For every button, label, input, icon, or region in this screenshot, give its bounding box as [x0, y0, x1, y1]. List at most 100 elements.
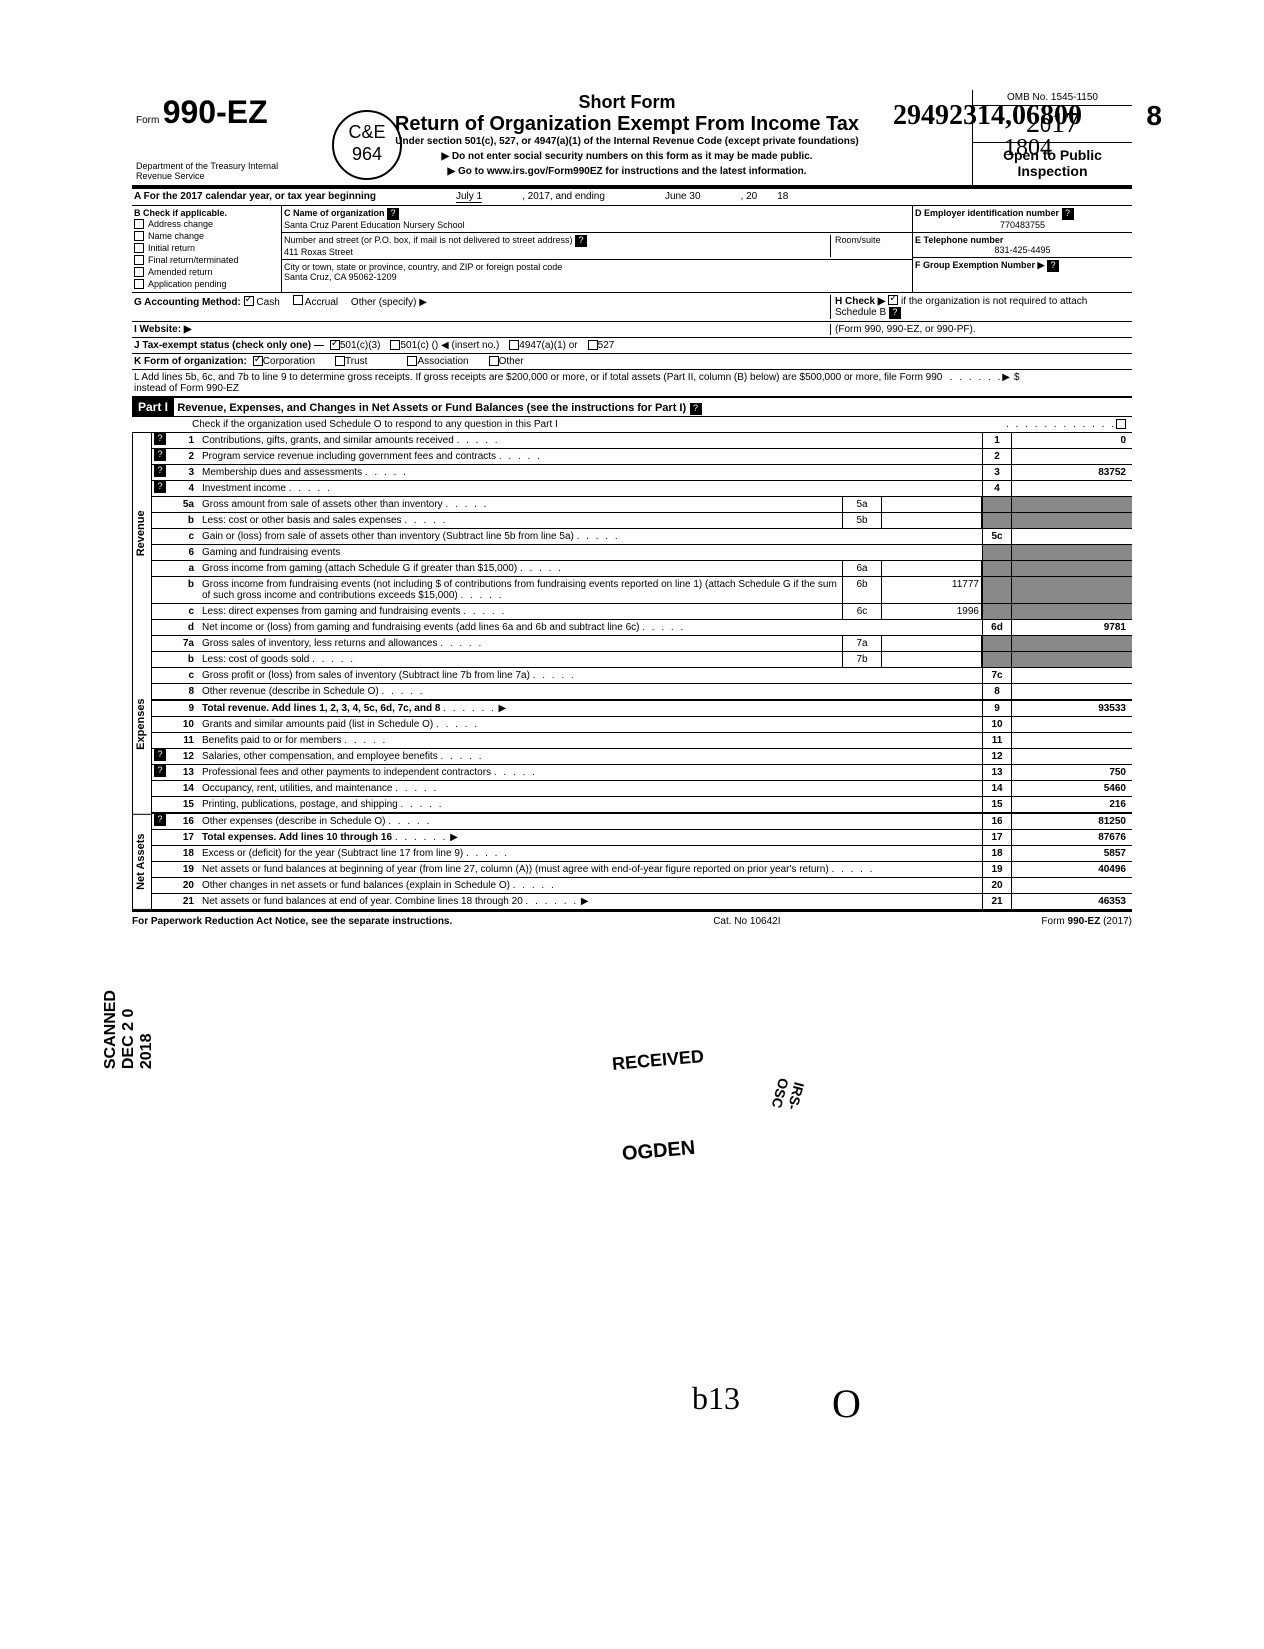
- info-marker-cell: [152, 545, 168, 560]
- other-org-checkbox[interactable]: [489, 356, 499, 366]
- handwritten-b13: b13: [692, 1380, 740, 1417]
- assoc-label: Association: [417, 356, 468, 367]
- check-label: Final return/terminated: [148, 255, 239, 265]
- info-icon: ?: [154, 481, 166, 493]
- line-value[interactable]: 81250: [1012, 814, 1132, 829]
- check-amended[interactable]: Amended return: [134, 266, 279, 278]
- check-final-return[interactable]: Final return/terminated: [134, 254, 279, 266]
- line-value[interactable]: 83752: [1012, 465, 1132, 480]
- sub-line-value[interactable]: [882, 497, 982, 512]
- line-value[interactable]: 87676: [1012, 830, 1132, 845]
- line-value[interactable]: 5460: [1012, 781, 1132, 796]
- sub-line-value[interactable]: 11777: [882, 577, 982, 603]
- line-row: 20Other changes in net assets or fund ba…: [152, 878, 1132, 894]
- line-value[interactable]: 93533: [1012, 701, 1132, 716]
- sub-line-number: 5b: [842, 513, 882, 528]
- line-value[interactable]: [1012, 878, 1132, 893]
- org-name: Santa Cruz Parent Education Nursery Scho…: [284, 220, 465, 230]
- info-marker-cell: ?: [152, 433, 168, 448]
- line-row: bLess: cost of goods sold . . . . .7b: [152, 652, 1132, 668]
- shaded-cell: [982, 561, 1012, 576]
- line-value[interactable]: 0: [1012, 433, 1132, 448]
- line-value[interactable]: 5857: [1012, 846, 1132, 861]
- shaded-cell: [1012, 561, 1132, 576]
- 527-checkbox[interactable]: [588, 340, 598, 350]
- 501c-checkbox[interactable]: [390, 340, 400, 350]
- line-number: 4: [168, 481, 198, 496]
- info-marker-cell: [152, 620, 168, 635]
- line-number-right: 13: [982, 765, 1012, 780]
- line-value[interactable]: 750: [1012, 765, 1132, 780]
- line-value[interactable]: [1012, 668, 1132, 683]
- section-l-text: L Add lines 5b, 6c, and 7b to line 9 to …: [134, 372, 950, 394]
- check-address-change[interactable]: Address change: [134, 218, 279, 230]
- info-marker-cell: [152, 636, 168, 651]
- info-marker-cell: ?: [152, 449, 168, 464]
- line-value[interactable]: [1012, 717, 1132, 732]
- trust-label: Trust: [345, 356, 367, 367]
- line-text: Gross income from fundraising events (no…: [198, 577, 842, 603]
- shaded-cell: [1012, 604, 1132, 619]
- check-pending[interactable]: Application pending: [134, 278, 279, 290]
- info-marker-cell: [152, 878, 168, 893]
- info-marker-cell: ?: [152, 765, 168, 780]
- sub-line-value[interactable]: [882, 652, 982, 667]
- line-value[interactable]: 216: [1012, 797, 1132, 812]
- 501c3-checkbox[interactable]: [330, 340, 340, 350]
- trust-checkbox[interactable]: [335, 356, 345, 366]
- assoc-checkbox[interactable]: [407, 356, 417, 366]
- check-initial-return[interactable]: Initial return: [134, 242, 279, 254]
- vert-expenses: Expenses: [132, 634, 151, 815]
- shaded-cell: [982, 652, 1012, 667]
- sub-line-number: 6c: [842, 604, 882, 619]
- 4947-checkbox[interactable]: [509, 340, 519, 350]
- dollar-sign: $: [1010, 372, 1130, 394]
- sub-line-value[interactable]: 1996: [882, 604, 982, 619]
- accrual-checkbox[interactable]: [293, 295, 303, 305]
- ein: 770483755: [915, 220, 1130, 230]
- line-text: Other revenue (describe in Schedule O) .…: [198, 684, 982, 699]
- line-row: cGross profit or (loss) from sales of in…: [152, 668, 1132, 684]
- line-value[interactable]: [1012, 529, 1132, 544]
- end-year-prefix: , 20: [741, 191, 758, 203]
- line-text: Other expenses (describe in Schedule O) …: [198, 814, 982, 829]
- schedule-o-checkbox[interactable]: [1116, 419, 1126, 429]
- sub-line-value[interactable]: [882, 561, 982, 576]
- shaded-cell: [982, 604, 1012, 619]
- info-marker-cell: [152, 830, 168, 845]
- line-value[interactable]: [1012, 684, 1132, 699]
- info-marker-cell: ?: [152, 749, 168, 764]
- control-number: 29492314,06800: [893, 100, 1082, 132]
- info-marker-cell: ?: [152, 814, 168, 829]
- line-text: Salaries, other compensation, and employ…: [198, 749, 982, 764]
- info-marker-cell: [152, 733, 168, 748]
- check-name-change[interactable]: Name change: [134, 230, 279, 242]
- line-number-right: 17: [982, 830, 1012, 845]
- form-page: 29492314,06800 8 1804 C&E 964 SCANNED DE…: [132, 90, 1132, 927]
- line-number: 21: [168, 894, 198, 909]
- section-g-label: G Accounting Method:: [134, 297, 241, 308]
- line-text: Other changes in net assets or fund bala…: [198, 878, 982, 893]
- section-b-label: B Check if applicable.: [134, 208, 279, 218]
- line-number-right: 16: [982, 814, 1012, 829]
- cash-checkbox[interactable]: [244, 296, 254, 306]
- info-marker-cell: ?: [152, 481, 168, 496]
- line-value[interactable]: 9781: [1012, 620, 1132, 635]
- line-value[interactable]: 46353: [1012, 894, 1132, 909]
- line-value[interactable]: [1012, 481, 1132, 496]
- line-number: c: [168, 529, 198, 544]
- line-value[interactable]: [1012, 733, 1132, 748]
- sub-line-value[interactable]: [882, 513, 982, 528]
- check-label: Initial return: [148, 243, 195, 253]
- info-marker-cell: [152, 668, 168, 683]
- section-i-row: I Website: ▶ (Form 990, 990-EZ, or 990-P…: [132, 322, 1132, 338]
- line-value[interactable]: 40496: [1012, 862, 1132, 877]
- sub-line-value[interactable]: [882, 636, 982, 651]
- stamp-seal: C&E 964: [332, 110, 402, 180]
- begin-month: July 1: [456, 191, 482, 203]
- line-value[interactable]: [1012, 449, 1132, 464]
- schedule-b-checkbox[interactable]: [888, 295, 898, 305]
- line-number-right: 5c: [982, 529, 1012, 544]
- line-value[interactable]: [1012, 749, 1132, 764]
- corp-checkbox[interactable]: [253, 356, 263, 366]
